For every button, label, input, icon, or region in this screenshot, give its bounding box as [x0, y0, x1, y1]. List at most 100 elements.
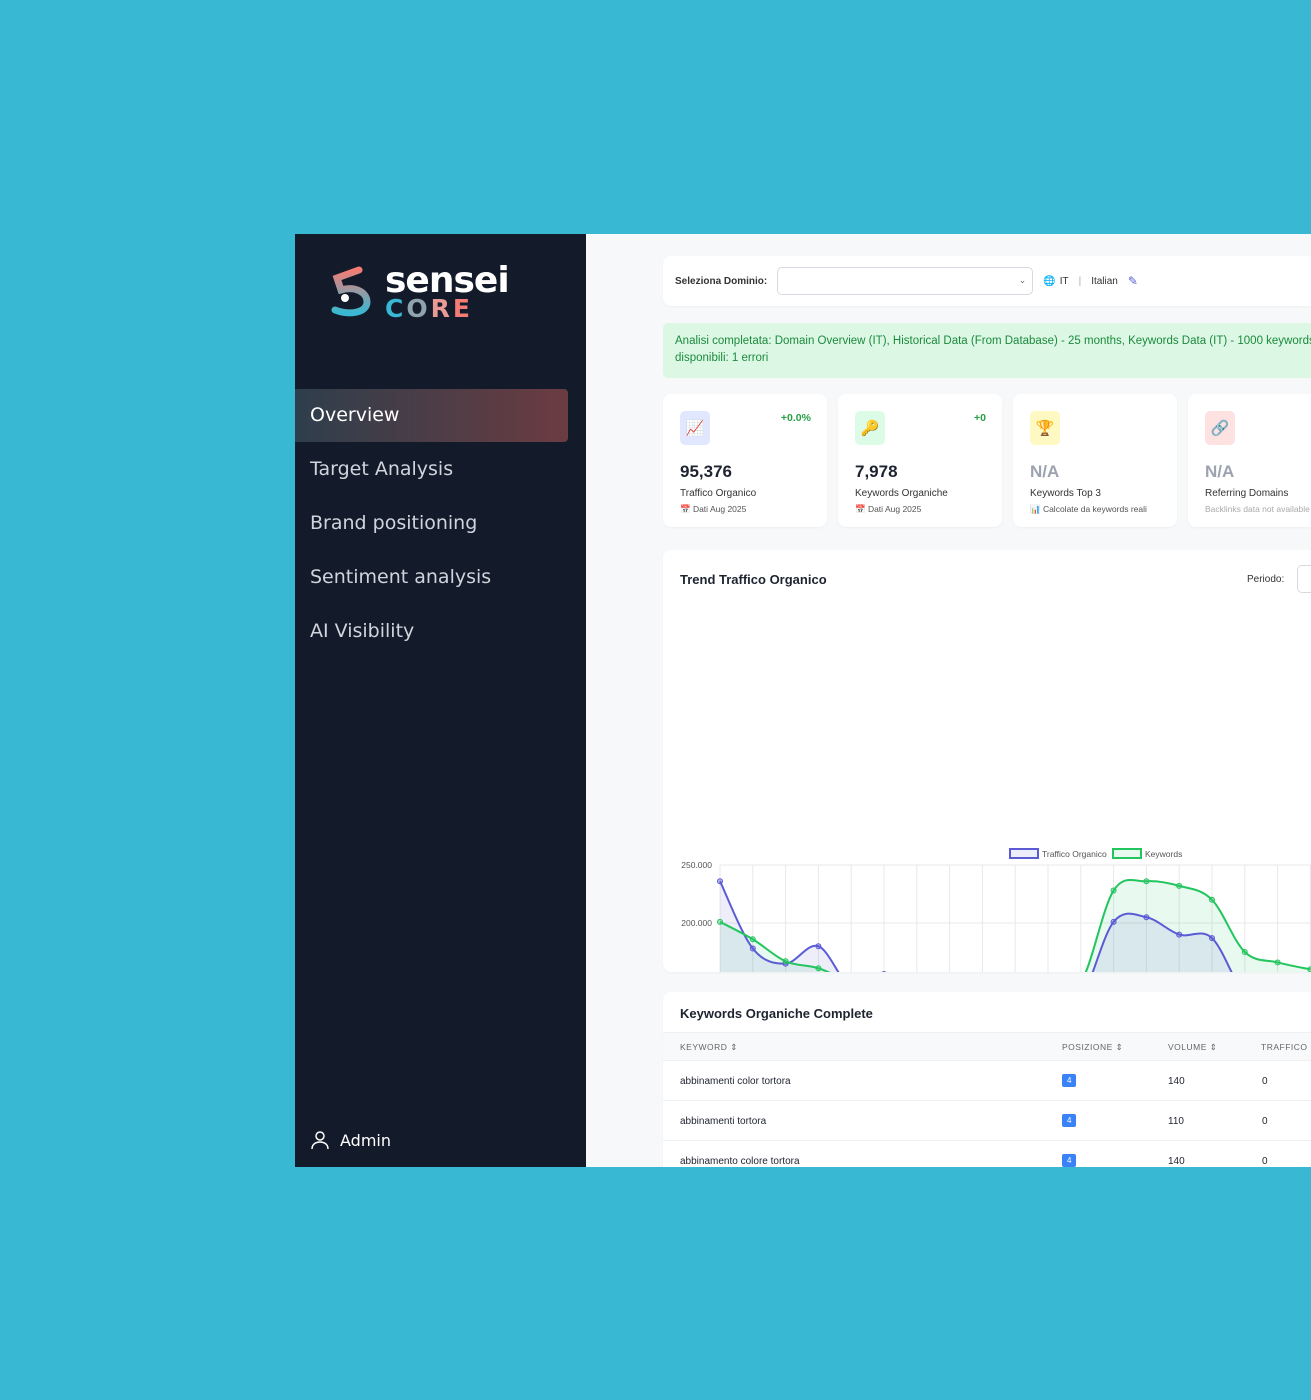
- key-icon: 🔑: [855, 411, 885, 445]
- position-badge: 4: [1062, 1074, 1077, 1087]
- data-point: [1143, 914, 1150, 921]
- user-name: Admin: [340, 1130, 391, 1150]
- volume-cell: 110: [1168, 1116, 1184, 1127]
- stat-value: 95,376: [680, 462, 732, 481]
- stat-sub: 📅 Dati Aug 2025: [680, 504, 747, 514]
- alert-line: Analisi completata: Domain Overview (IT)…: [675, 335, 1311, 347]
- sidebar-item-brand-positioning[interactable]: Brand positioning: [310, 512, 478, 534]
- series-area: [720, 881, 1232, 972]
- keyword-cell: abbinamento colore tortora: [680, 1156, 800, 1167]
- stat-card: 📈 +0.0% 95,376 Traffico Organico 📅 Dati Aug …: [663, 394, 827, 527]
- trophy-icon: 🏆: [1030, 411, 1060, 445]
- sidebar-item-target-analysis[interactable]: Target Analysis: [310, 458, 454, 480]
- brand-name: sensei: [385, 260, 510, 301]
- data-point: [717, 878, 723, 885]
- sidebar-item-overview[interactable]: Overview: [295, 389, 568, 442]
- stat-card: 🏆 N/A Keywords Top 3 📊 Calcolate da keyword…: [1013, 394, 1177, 527]
- data-point: [1274, 959, 1281, 966]
- legend-swatch: [1009, 848, 1039, 859]
- brand-sub: CORE: [385, 294, 473, 323]
- col-volume[interactable]: VOLUME ⇕: [1168, 1042, 1218, 1052]
- legend-swatch: [1112, 848, 1142, 859]
- table-row[interactable]: abbinamenti tortora 4 110 0: [663, 1100, 1311, 1140]
- stat-label: Keywords Organiche: [855, 488, 948, 499]
- data-point: [749, 936, 756, 943]
- table-row[interactable]: abbinamento colore tortora 4 140 0: [663, 1140, 1311, 1167]
- period-label: Periodo:: [1247, 574, 1285, 585]
- table-header: [663, 1032, 1311, 1060]
- link-icon: 🔗: [1205, 411, 1235, 445]
- stat-value: N/A: [1205, 462, 1235, 481]
- keyword-cell: abbinamenti tortora: [680, 1116, 767, 1127]
- stat-sub: Backlinks data not available: [1205, 504, 1310, 514]
- data-point: [782, 958, 789, 965]
- data-point: [1176, 882, 1183, 889]
- position-badge: 4: [1062, 1154, 1077, 1167]
- stat-value: 7,978: [855, 462, 898, 481]
- edit-icon[interactable]: ✎: [1127, 274, 1138, 288]
- data-point: [1209, 896, 1215, 903]
- domain-bar: Seleziona Dominio: ⌄ 🌐 IT | Italian ✎: [663, 256, 1311, 306]
- stat-label: Traffico Organico: [680, 488, 757, 499]
- sidebar-item-ai-visibility[interactable]: AI Visibility: [310, 620, 415, 642]
- position-badge: 4: [1062, 1114, 1077, 1127]
- series-area: [720, 879, 1311, 972]
- stat-card: 🔑 +0 7,978 Keywords Organiche 📅 Dati Aug 202…: [838, 394, 1002, 527]
- data-point: [1209, 935, 1215, 942]
- volume-cell: 140: [1168, 1076, 1185, 1087]
- chart-line-icon: 📈: [680, 411, 710, 445]
- data-point: [1143, 878, 1150, 885]
- app-window: sensei CORE Overview Target Analysis Bra…: [295, 234, 1311, 1167]
- separator: |: [1078, 275, 1082, 287]
- user-icon: [311, 1131, 329, 1150]
- data-point: [815, 965, 822, 972]
- user-menu[interactable]: Admin: [310, 1130, 391, 1150]
- data-point: [717, 918, 723, 925]
- globe-icon: 🌐: [1043, 275, 1056, 287]
- series-line: [719, 878, 1311, 972]
- stat-label: Keywords Top 3: [1030, 488, 1101, 499]
- y-tick-label: 200.000: [681, 918, 712, 928]
- data-point: [1110, 887, 1117, 894]
- analysis-alert: Analisi completata: Domain Overview (IT)…: [663, 323, 1311, 378]
- table-row[interactable]: abbinamenti color tortora 4 140 0: [663, 1060, 1311, 1100]
- traffic-cell: 0: [1262, 1076, 1268, 1087]
- y-tick-label: 250.000: [681, 860, 712, 870]
- legend-label[interactable]: Keywords: [1145, 849, 1182, 859]
- stat-delta: +0: [974, 412, 986, 424]
- series-line: [719, 880, 1233, 972]
- data-point: [1176, 931, 1183, 938]
- traffic-cell: 0: [1262, 1116, 1268, 1127]
- domain-select[interactable]: ⌄: [777, 267, 1034, 295]
- period-select[interactable]: [1297, 565, 1311, 593]
- legend-label[interactable]: Traffico Organico: [1042, 849, 1107, 859]
- language: Italian: [1091, 275, 1118, 287]
- col-keyword[interactable]: KEYWORD ⇕: [680, 1042, 738, 1052]
- stat-value: N/A: [1030, 462, 1060, 481]
- country-code: IT: [1059, 275, 1069, 287]
- data-point: [815, 943, 822, 950]
- sidebar: sensei CORE Overview Target Analysis Bra…: [295, 234, 586, 1167]
- stat-sub: 📊 Calcolate da keywords reali: [1030, 504, 1147, 514]
- sensei-logo-icon: [331, 266, 371, 317]
- alert-line: disponibili: 1 errori: [675, 352, 769, 364]
- domain-label: Seleziona Dominio:: [675, 275, 768, 287]
- stat-sub: 📅 Dati Aug 2025: [855, 504, 922, 514]
- traffic-cell: 0: [1262, 1156, 1268, 1167]
- sidebar-item-sentiment-analysis[interactable]: Sentiment analysis: [310, 566, 492, 588]
- stat-label: Referring Domains: [1205, 488, 1289, 499]
- col-traffico[interactable]: TRAFFICO: [1261, 1042, 1308, 1052]
- data-point: [749, 945, 756, 952]
- stat-delta: +0.0%: [780, 412, 811, 424]
- keyword-cell: abbinamenti color tortora: [680, 1076, 791, 1087]
- volume-cell: 140: [1168, 1156, 1185, 1167]
- chart-title: Trend Traffico Organico: [680, 572, 827, 587]
- table-title: Keywords Organiche Complete: [680, 1006, 873, 1021]
- keywords-table-card: Keywords Organiche Complete KEYWORD ⇕ PO…: [663, 992, 1311, 1167]
- data-point: [1307, 966, 1311, 972]
- col-posizione[interactable]: POSIZIONE ⇕: [1062, 1042, 1124, 1052]
- data-point: [1241, 949, 1248, 955]
